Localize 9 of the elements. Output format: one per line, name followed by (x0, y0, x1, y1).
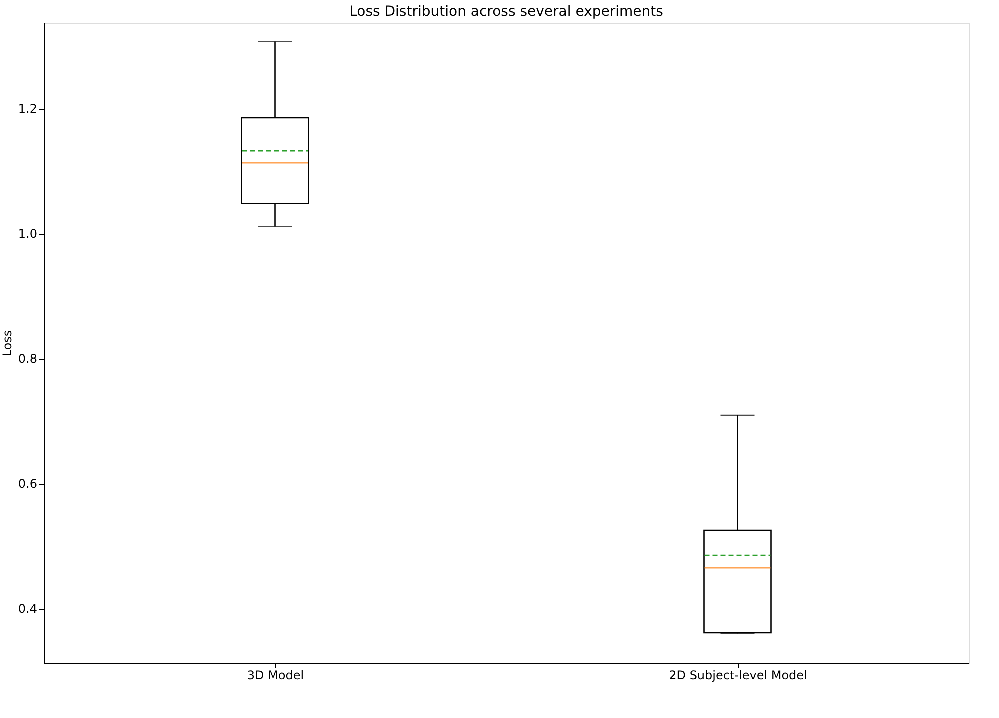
y-tick-label: 0.4 (18, 602, 38, 616)
x-tick-label: 2D Subject-level Model (669, 668, 808, 682)
chart-title: Loss Distribution across several experiments (350, 4, 664, 20)
y-tick-label: 1.0 (18, 227, 38, 242)
y-axis-title: Loss (0, 330, 14, 357)
y-tick-label: 0.8 (18, 352, 38, 366)
y-tick-label: 1.2 (18, 102, 38, 116)
y-tick-label: 0.6 (18, 477, 38, 492)
x-tick-label: 3D Model (247, 668, 304, 682)
